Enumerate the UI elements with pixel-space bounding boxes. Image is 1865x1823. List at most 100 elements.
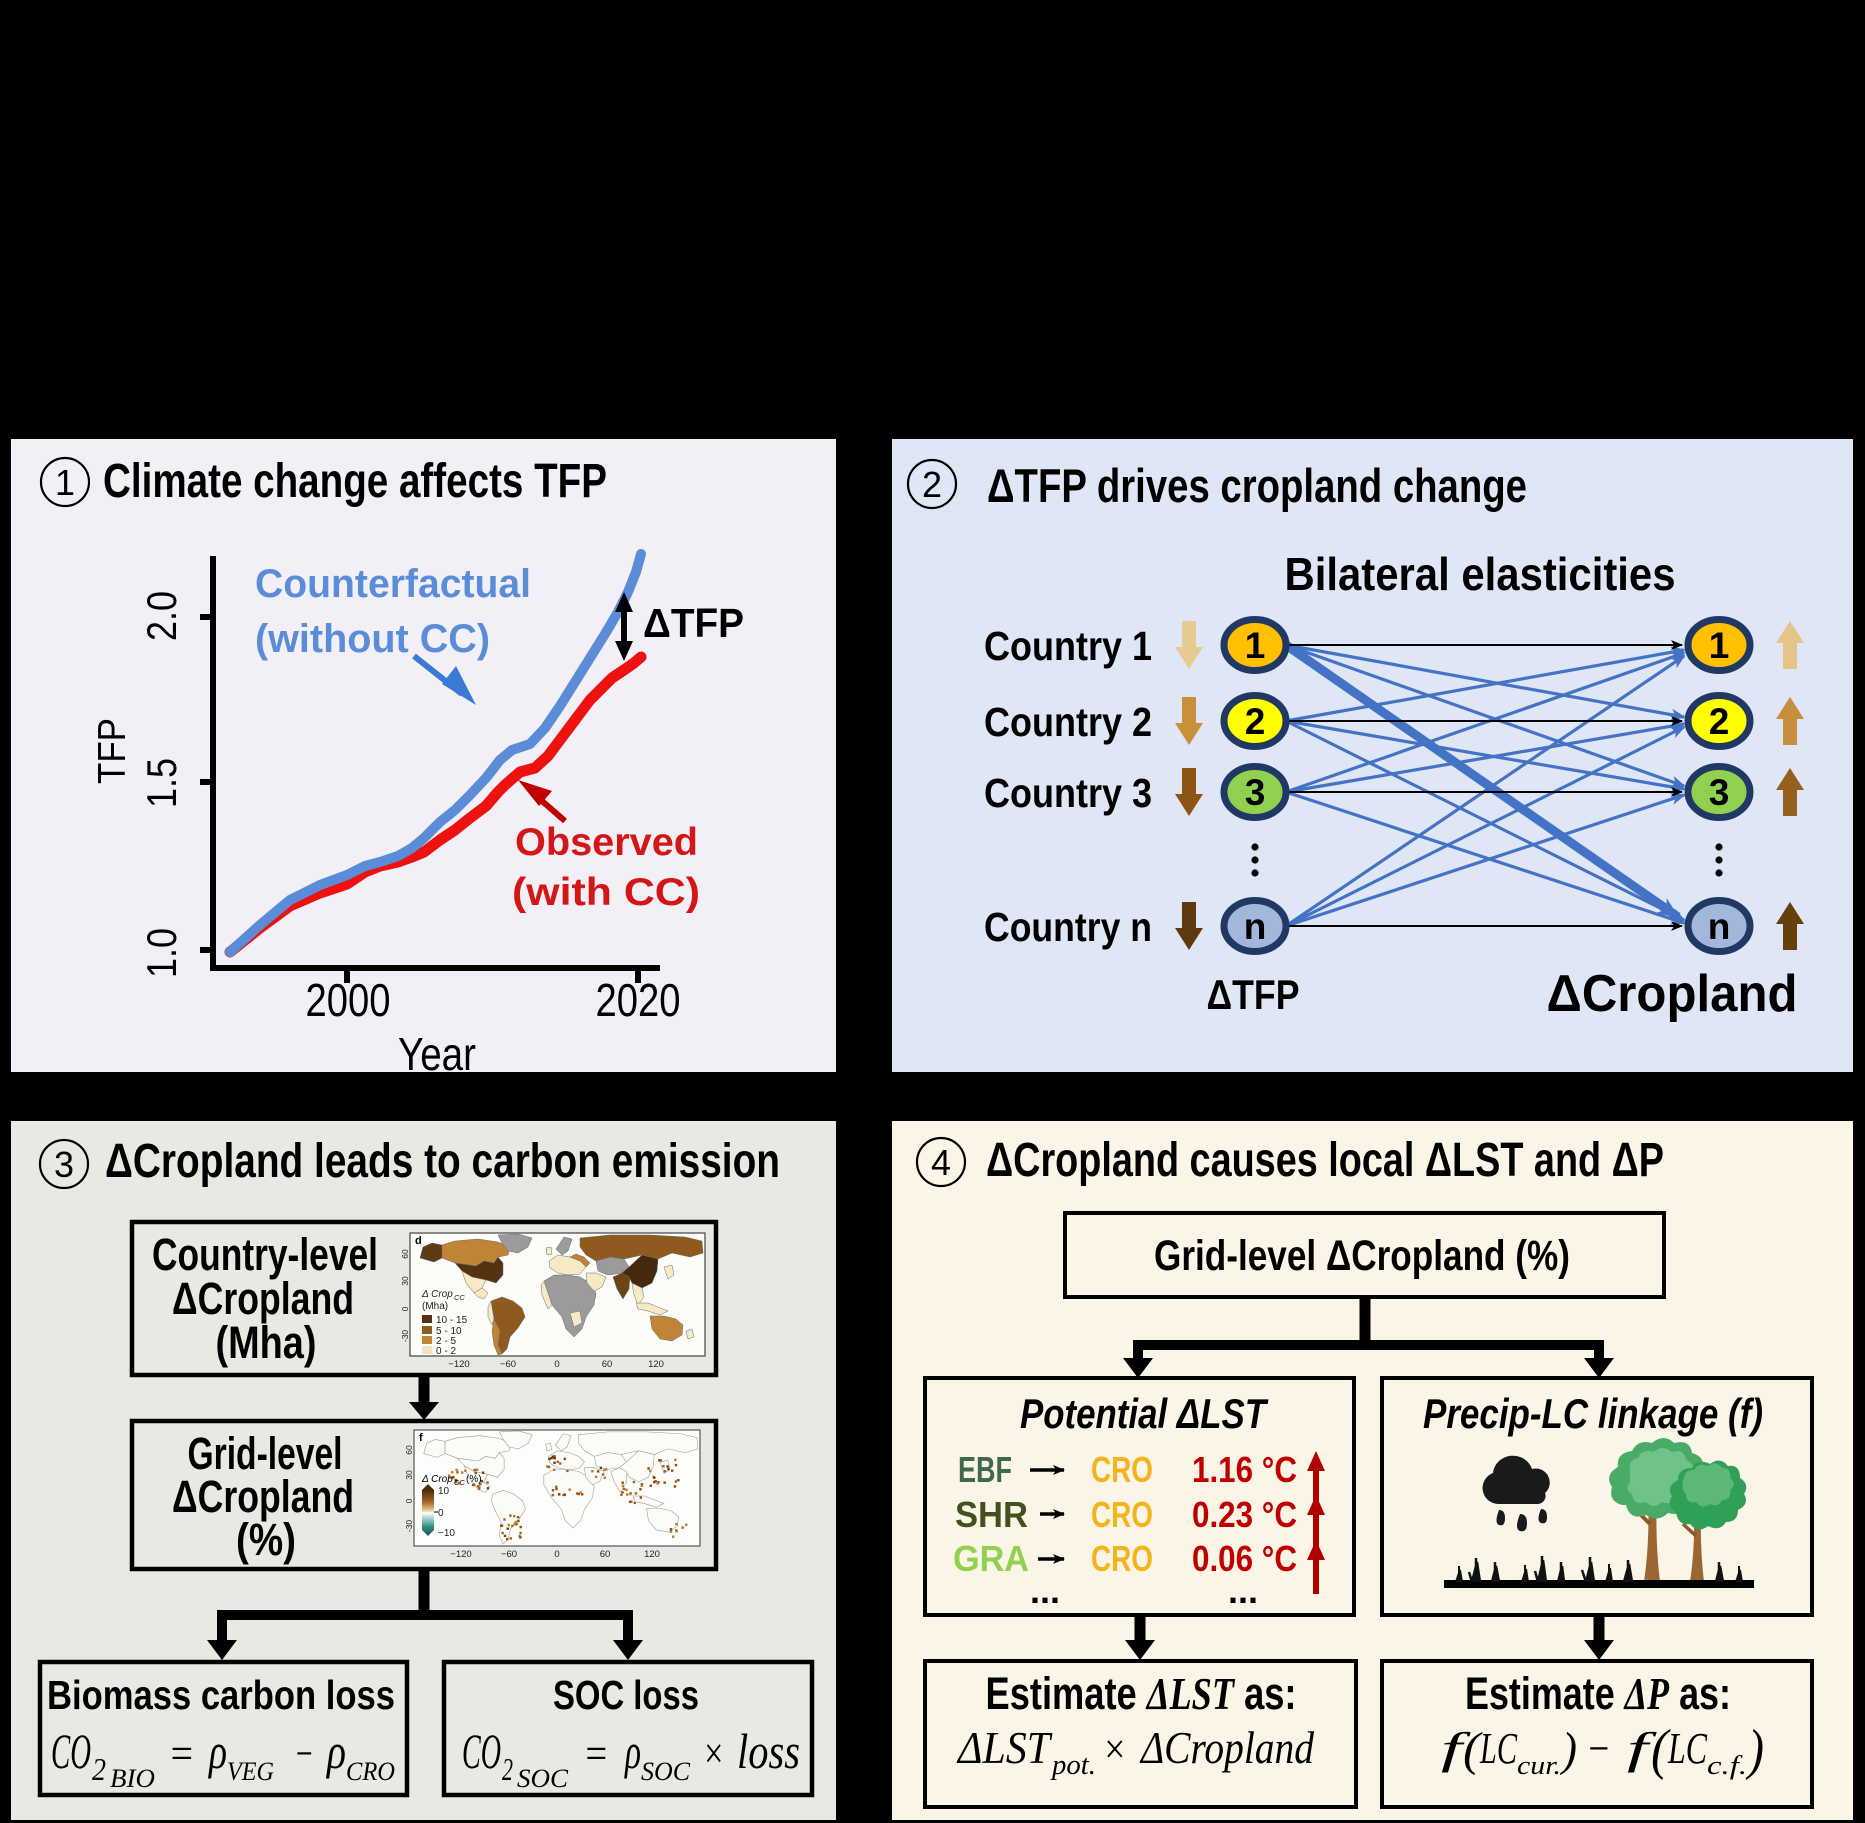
svg-text:BIO: BIO [110,1764,155,1793]
svg-text:Year: Year [398,1028,476,1080]
svg-text:EBF: EBF [958,1449,1012,1490]
svg-text:2.0: 2.0 [138,591,185,641]
svg-text:Grid-level: Grid-level [188,1428,343,1479]
svg-text:TFP: TFP [91,718,134,784]
svg-text:n: n [1708,906,1731,947]
svg-text:(without CC): (without CC) [255,617,490,661]
svg-text:): ) [1745,1719,1764,1781]
svg-text:CO: CO [51,1723,91,1779]
svg-text:SOC loss: SOC loss [553,1672,699,1718]
svg-text:ΔCropland: ΔCropland [1139,1722,1315,1773]
svg-text:(: ( [1651,1719,1671,1781]
svg-text:ΔLST: ΔLST [956,1722,1053,1773]
svg-text:d: d [415,1235,422,1247]
svg-text:-30: -30 [400,1330,410,1343]
svg-text:60: 60 [602,1359,613,1370]
svg-text:×: × [1102,1727,1127,1773]
svg-text:ρ: ρ [208,1723,228,1779]
svg-text:Country 2: Country 2 [984,699,1152,745]
svg-text:SHR: SHR [955,1494,1028,1535]
svg-text:CO: CO [462,1723,501,1779]
svg-text:loss: loss [737,1723,800,1779]
svg-text:−60: −60 [500,1359,516,1370]
svg-text:Δ Crop: Δ Crop [421,1474,453,1485]
svg-text:4: 4 [931,1142,951,1183]
svg-text:Country 3: Country 3 [984,770,1152,816]
svg-text:ΔTFP drives cropland change: ΔTFP drives cropland change [987,459,1527,512]
svg-text:Precip-LC linkage (f): Precip-LC linkage (f) [1423,1390,1763,1437]
svg-text:f: f [419,1432,423,1444]
svg-text:Bilateral elasticities: Bilateral elasticities [1285,548,1676,600]
svg-text:GRA: GRA [953,1538,1029,1579]
svg-text:c.f.: c.f. [1707,1751,1747,1780]
svg-text:120: 120 [644,1549,660,1560]
svg-text:1: 1 [55,462,75,503]
svg-text:CRO: CRO [1091,1449,1153,1490]
svg-text:=: = [583,1729,609,1778]
svg-text:10 - 15: 10 - 15 [436,1315,468,1326]
svg-text:ρ: ρ [325,1723,346,1779]
svg-text:n: n [1244,906,1267,947]
svg-text:2: 2 [92,1751,106,1787]
svg-text:LC: LC [1667,1724,1707,1773]
svg-text:Country-level: Country-level [152,1229,378,1280]
svg-text:60: 60 [404,1445,414,1455]
svg-text:−60: −60 [501,1549,517,1560]
svg-text:ΔTFP: ΔTFP [643,600,744,646]
svg-text:): ) [1559,1723,1577,1776]
svg-text:1: 1 [1245,625,1266,666]
svg-text:CC: CC [454,1293,465,1302]
svg-text:ΔCropland: ΔCropland [172,1471,354,1522]
svg-text:Δ Crop: Δ Crop [421,1289,453,1300]
svg-text:ρ: ρ [624,1723,641,1779]
svg-text:VEG: VEG [227,1757,274,1786]
svg-text:LC: LC [1479,1724,1517,1773]
svg-text:1.5: 1.5 [138,758,185,808]
svg-text:SOC: SOC [517,1764,569,1793]
svg-text:CRO: CRO [1091,1538,1153,1579]
svg-text:30: 30 [404,1470,414,1480]
svg-text:ΔCropland: ΔCropland [172,1273,354,1324]
svg-text:2020: 2020 [596,974,681,1026]
svg-text:...: ... [1228,1570,1258,1611]
svg-text:−10: −10 [438,1528,455,1539]
svg-text:1: 1 [1709,625,1730,666]
svg-text:−120: −120 [448,1359,469,1370]
svg-text:30: 30 [400,1276,410,1286]
svg-text:×: × [702,1729,725,1778]
svg-text:10: 10 [438,1486,450,1497]
svg-text:CRO: CRO [346,1757,395,1786]
svg-text:0 - 2: 0 - 2 [436,1346,456,1357]
svg-text:(: ( [1463,1723,1483,1776]
svg-text:0.23 °C: 0.23 °C [1192,1494,1297,1535]
svg-text:ΔCropland leads to carbon emis: ΔCropland leads to carbon emission [105,1135,780,1188]
svg-text:0: 0 [438,1508,444,1519]
svg-text:(with CC): (with CC) [512,871,700,914]
svg-text:−: − [294,1729,314,1778]
svg-text:CC: CC [454,1478,465,1487]
svg-text:pot.: pot. [1050,1750,1096,1781]
svg-text:0: 0 [554,1359,559,1370]
svg-text:ΔTFP: ΔTFP [1207,971,1300,1018]
svg-text:5 - 10: 5 - 10 [436,1326,462,1337]
svg-text:3: 3 [1245,772,1266,813]
svg-text:CRO: CRO [1091,1494,1153,1535]
svg-text:Estimate ΔLST as:: Estimate ΔLST as: [986,1668,1297,1719]
svg-text:60: 60 [600,1549,611,1560]
svg-text:−120: −120 [450,1549,471,1560]
svg-text:3: 3 [1709,772,1730,813]
svg-text:1.0: 1.0 [138,928,185,978]
svg-text:2: 2 [1245,701,1266,742]
svg-text:0: 0 [404,1498,414,1503]
svg-text:3: 3 [54,1144,74,1185]
svg-text:ΔCropland: ΔCropland [1547,965,1798,1023]
svg-text:1.16 °C: 1.16 °C [1192,1449,1297,1490]
svg-text:Country n: Country n [984,904,1152,950]
svg-text:(Mha): (Mha) [216,1317,317,1368]
svg-text:Climate change affects TFP: Climate change affects TFP [103,455,607,508]
svg-text:(%): (%) [466,1474,482,1485]
svg-text:−: − [1586,1724,1611,1773]
svg-text:cur.: cur. [1517,1751,1561,1780]
svg-text:2: 2 [502,1751,513,1787]
svg-text:120: 120 [648,1359,664,1370]
